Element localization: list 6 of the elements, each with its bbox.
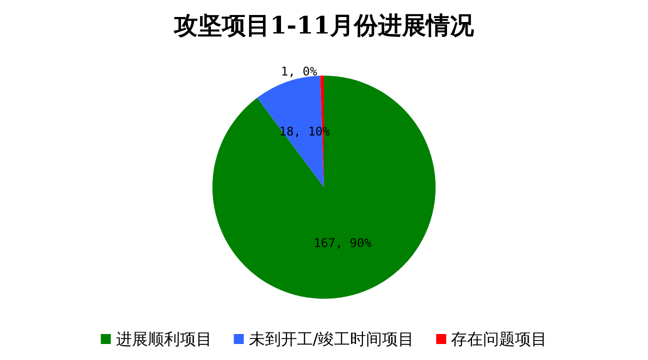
legend-label: 存在问题项目	[451, 330, 548, 348]
legend-label: 进展顺利项目	[116, 330, 212, 348]
data-label: 1, 0%	[280, 64, 318, 79]
legend-label: 未到开工/竣工时间项目	[248, 330, 414, 348]
chart-title: 攻坚项目1-11月份进展情况	[172, 10, 476, 40]
data-label: 167, 90%	[314, 236, 372, 250]
